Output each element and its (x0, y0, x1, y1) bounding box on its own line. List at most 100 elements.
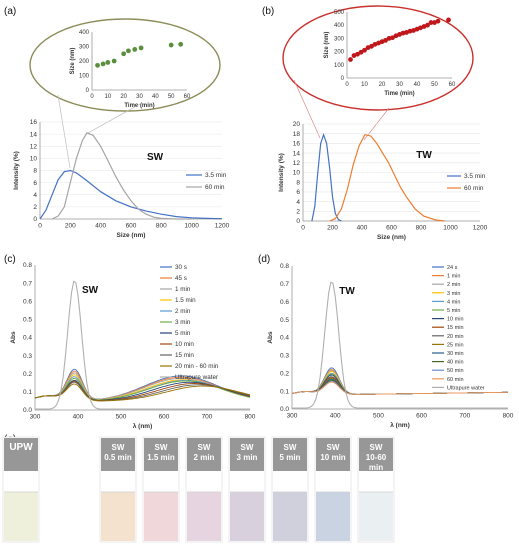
data-point (355, 51, 360, 57)
legend-label: 5 min (175, 330, 191, 337)
vial-cap-area (101, 438, 135, 471)
y-tick-label: 400 (79, 30, 90, 36)
vial-liquid (101, 492, 135, 541)
x-tick-label: 1200 (473, 225, 488, 232)
y-tick-label: 16 (293, 141, 301, 148)
series-line (34, 381, 251, 402)
legend-label: 15 min (175, 352, 194, 359)
x-tick-label: 0 (301, 225, 305, 232)
panel-label: (a) (4, 6, 16, 17)
x-tick-label: 800 (156, 223, 167, 230)
x-axis-label: Time (min) (124, 103, 154, 109)
y-tick-label: 0.5 (23, 317, 32, 324)
x-axis-label: λ (nm) (390, 421, 410, 429)
x-tick-label: 200 (65, 223, 76, 230)
connector-line (293, 79, 321, 139)
data-point (121, 51, 127, 57)
y-tick-label: 0.6 (23, 298, 32, 305)
x-tick-label: 300 (30, 414, 41, 421)
y-tick-label: 0.4 (280, 335, 289, 342)
y-tick-label: 100 (79, 74, 90, 80)
x-tick-label: 400 (357, 225, 368, 232)
x-tick-label: 20 (379, 82, 386, 88)
connector-line (57, 94, 71, 169)
data-point (100, 61, 106, 67)
legend-label: 60 min (464, 185, 484, 192)
legend-label: 20 min - 60 min (175, 363, 219, 370)
y-tick-label: 200 (334, 50, 345, 56)
legend-label: 3.5 min (205, 172, 227, 179)
vial-label: SW 1.5 min (147, 443, 175, 462)
data-point (132, 47, 138, 52)
panel-label: (d) (258, 254, 270, 265)
x-tick-label: 50 (431, 82, 438, 88)
vial-label: SW 2 min (193, 443, 215, 462)
data-point (362, 47, 367, 53)
vial-label: SW 10 min (320, 443, 346, 462)
vial-liquid (144, 492, 178, 541)
legend-label: 3 min (175, 319, 191, 326)
y-tick-label: 0.6 (280, 299, 289, 306)
x-tick-label: 800 (416, 225, 427, 232)
y-tick-label: 14 (293, 150, 301, 157)
y-tick-label: 2 (33, 204, 37, 211)
x-tick-label: 0 (345, 82, 349, 88)
y-tick-label: 10 (30, 156, 38, 163)
x-tick-label: 400 (73, 414, 84, 421)
data-point (105, 60, 111, 65)
data-point (358, 49, 364, 55)
legend-label: 2 min (175, 308, 191, 315)
chart-title: SW (82, 285, 99, 296)
y-axis-label: Intensity (%) (278, 153, 285, 192)
y-tick-label: 0.4 (23, 335, 32, 342)
y-tick-label: 0.3 (280, 353, 289, 360)
x-tick-label: 400 (95, 223, 106, 230)
legend-label: 24 s (447, 265, 458, 271)
legend-label: Ultrapure water (175, 374, 218, 381)
chart-title: SW (147, 152, 164, 163)
data-point (369, 43, 374, 49)
x-axis-label: Size (nm) (117, 232, 146, 239)
y-tick-label: 200 (79, 59, 90, 65)
series-line (35, 280, 250, 410)
legend-label: 10 min (447, 317, 464, 323)
x-tick-label: 30 (396, 82, 403, 88)
x-tick-label: 600 (159, 414, 170, 421)
y-tick-label: 0.1 (280, 388, 289, 395)
y-tick-label: 400 (334, 23, 345, 29)
y-tick-label: 0.0 (23, 407, 32, 414)
y-tick-label: 300 (334, 36, 345, 42)
y-tick-label: 6 (33, 180, 37, 187)
y-tick-label: 100 (334, 63, 345, 69)
vial-cap-area (273, 438, 307, 471)
legend-label: 10 min (175, 341, 194, 348)
y-tick-label: 0.2 (280, 370, 289, 377)
x-tick-label: 10 (361, 82, 368, 88)
x-axis-label: Time (min) (384, 91, 414, 97)
series-line (292, 281, 508, 409)
y-axis-label: Size (nm) (324, 32, 330, 59)
x-tick-label: 40 (414, 82, 421, 88)
y-tick-label: 300 (79, 45, 90, 51)
y-tick-label: 0 (86, 88, 90, 94)
vial-label: SW 10-60 min (365, 443, 387, 472)
x-tick-label: 700 (202, 414, 213, 421)
x-tick-label: 1000 (443, 225, 458, 232)
data-point (126, 48, 131, 54)
x-tick-label: 800 (245, 414, 256, 421)
series-line (291, 381, 508, 395)
y-tick-label: 0.1 (23, 389, 32, 396)
vial-liquid (4, 492, 38, 541)
vial-liquid (316, 492, 350, 541)
series-line (329, 134, 445, 222)
x-tick-label: 60 (184, 94, 191, 100)
y-tick-label: 12 (30, 143, 38, 150)
connector-line (87, 103, 141, 134)
legend-label: 5 min (447, 308, 460, 314)
panel-label: (c) (4, 254, 16, 265)
y-tick-label: 0.0 (280, 406, 289, 413)
data-point (390, 35, 395, 41)
x-tick-label: 700 (459, 413, 470, 420)
legend-label: 1.5 min (175, 297, 196, 304)
legend-label: 4 min (447, 299, 460, 305)
